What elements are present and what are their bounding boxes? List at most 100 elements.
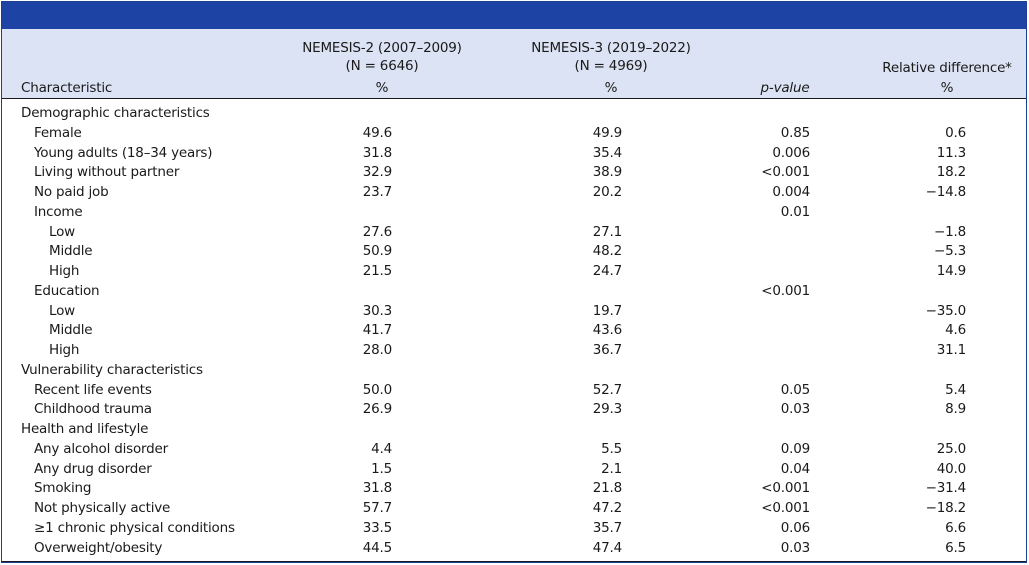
- cell-nemesis3: 43.6: [592, 322, 622, 339]
- cell-nemesis2: 1.5: [371, 460, 392, 477]
- row-label: High: [49, 263, 80, 279]
- row-label: Income: [34, 203, 83, 220]
- cell-nemesis3: 2.1: [601, 460, 622, 477]
- cell-nemesis3: 35.7: [592, 519, 622, 536]
- cell-relative-difference: −35.0: [925, 302, 967, 319]
- cell-nemesis3: 48.2: [592, 243, 622, 260]
- row-label: High: [49, 342, 80, 358]
- cell-p-value: 0.006: [772, 144, 810, 161]
- cell-p-value: 0.05: [780, 381, 810, 398]
- cell-nemesis2: 50.0: [362, 381, 392, 398]
- row-label: Living without partner: [34, 164, 180, 181]
- cell-p-value: 0.85: [780, 124, 810, 141]
- cell-p-value: <0.001: [761, 480, 810, 497]
- cell-p-value: 0.01: [780, 203, 810, 220]
- cell-relative-difference: −5.3: [934, 243, 966, 260]
- cell-nemesis3: 20.2: [592, 184, 622, 200]
- header-relative-difference: Relative difference*: [882, 60, 1012, 76]
- row-label: Low: [49, 302, 75, 319]
- row-label: Low: [49, 223, 75, 240]
- cell-nemesis3: 24.7: [592, 263, 622, 279]
- header-nemesis2-title: NEMESIS-2 (2007–2009): [302, 40, 462, 56]
- cell-relative-difference: −1.8: [934, 223, 966, 240]
- row-label: Any alcohol disorder: [34, 440, 168, 457]
- cell-relative-difference: 8.9: [945, 401, 966, 418]
- cell-relative-difference: 5.4: [945, 381, 966, 398]
- row-label: Any drug disorder: [34, 460, 152, 477]
- row-label: Female: [34, 124, 82, 141]
- cell-p-value: 0.06: [780, 519, 810, 536]
- row-label: Education: [34, 282, 100, 299]
- cell-nemesis2: 49.6: [362, 124, 392, 141]
- table-bottom-rule: [2, 561, 1026, 562]
- cell-relative-difference: −31.4: [925, 480, 967, 497]
- cell-p-value: <0.001: [761, 500, 810, 516]
- cell-p-value: <0.001: [761, 164, 810, 181]
- row-label: Childhood trauma: [34, 401, 152, 418]
- cell-nemesis3: 49.9: [592, 124, 622, 141]
- cell-nemesis3: 47.2: [592, 500, 622, 516]
- cell-nemesis2: 21.5: [362, 263, 392, 279]
- cell-p-value: 0.09: [780, 440, 810, 457]
- cell-nemesis2: 27.6: [362, 223, 392, 240]
- cell-p-value: 0.03: [780, 401, 810, 418]
- cell-nemesis2: 31.8: [362, 144, 392, 161]
- cell-p-value: <0.001: [761, 282, 810, 299]
- header-nemesis3-n: (N = 4969): [574, 58, 648, 74]
- row-section-heading: Health and lifestyle: [21, 421, 149, 437]
- cell-nemesis3: 36.7: [592, 342, 622, 358]
- cell-p-value: 0.03: [780, 539, 810, 556]
- cell-nemesis2: 32.9: [362, 164, 392, 181]
- row-label: Young adults (18–34 years): [34, 144, 213, 161]
- row-section-heading: Vulnerability characteristics: [21, 361, 203, 378]
- cell-nemesis2: 50.9: [362, 243, 392, 260]
- cell-nemesis3: 27.1: [592, 223, 622, 240]
- row-label: No paid job: [34, 184, 109, 200]
- cell-nemesis2: 26.9: [362, 401, 392, 418]
- row-label: Not physically active: [34, 500, 171, 516]
- header-relative-unit: %: [940, 80, 954, 96]
- cell-relative-difference: 25.0: [936, 440, 966, 457]
- row-label: Recent life events: [34, 381, 152, 398]
- header-nemesis2-n: (N = 6646): [345, 58, 419, 74]
- cell-p-value: 0.04: [780, 460, 810, 477]
- cell-relative-difference: 6.5: [945, 539, 966, 556]
- cell-nemesis3: 52.7: [592, 381, 622, 398]
- cell-nemesis3: 29.3: [592, 401, 622, 418]
- row-label: Middle: [49, 322, 93, 339]
- row-label: Smoking: [34, 480, 92, 497]
- cell-relative-difference: −18.2: [925, 500, 967, 516]
- row-label: Middle: [49, 243, 93, 260]
- cell-relative-difference: 0.6: [945, 124, 966, 141]
- cell-relative-difference: 14.9: [936, 263, 966, 279]
- table-header: Characteristic NEMESIS-2 (2007–2009) (N …: [2, 29, 1026, 99]
- cell-nemesis2: 31.8: [362, 480, 392, 497]
- cell-nemesis2: 23.7: [362, 184, 392, 200]
- cell-relative-difference: 11.3: [936, 144, 966, 161]
- cell-nemesis2: 33.5: [362, 519, 392, 536]
- cell-nemesis3: 35.4: [592, 144, 622, 161]
- cell-nemesis2: 57.7: [362, 500, 392, 516]
- cell-nemesis3: 5.5: [601, 440, 622, 457]
- header-nemesis2-unit: %: [375, 80, 389, 96]
- cell-relative-difference: 6.6: [945, 519, 966, 536]
- cell-nemesis2: 41.7: [362, 322, 392, 339]
- cell-relative-difference: 18.2: [936, 164, 966, 181]
- cell-p-value: 0.004: [772, 184, 810, 200]
- table-title-bar: [2, 2, 1026, 29]
- cell-nemesis2: 4.4: [371, 440, 392, 457]
- cell-nemesis2: 28.0: [362, 342, 392, 358]
- cell-relative-difference: −14.8: [925, 184, 967, 200]
- cell-nemesis3: 21.8: [592, 480, 622, 497]
- header-nemesis3-title: NEMESIS-3 (2019–2022): [531, 40, 691, 56]
- row-label: ≥1 chronic physical conditions: [34, 519, 235, 536]
- cell-nemesis3: 38.9: [592, 164, 622, 181]
- cell-nemesis2: 30.3: [362, 302, 392, 319]
- cell-relative-difference: 31.1: [936, 342, 966, 358]
- header-characteristic: Characteristic: [21, 80, 113, 96]
- row-section-heading: Demographic characteristics: [21, 105, 210, 121]
- cell-relative-difference: 40.0: [936, 460, 966, 477]
- cell-relative-difference: 4.6: [945, 322, 966, 339]
- cell-nemesis2: 44.5: [362, 539, 392, 556]
